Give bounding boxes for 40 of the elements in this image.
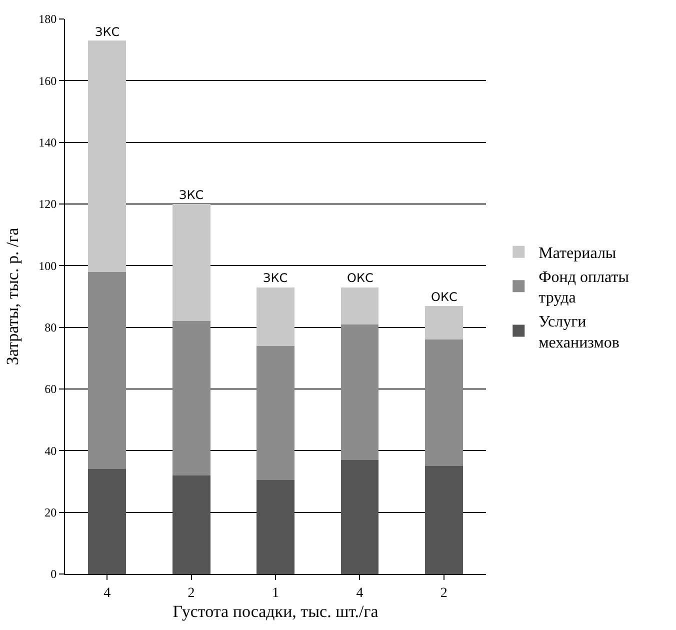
y-tick-label: 180	[38, 12, 57, 26]
bar	[424, 466, 463, 574]
bar	[340, 324, 379, 460]
x-tick-label: 4	[104, 586, 111, 601]
bar	[340, 287, 379, 324]
legend-label: Услуги механизмов	[538, 314, 620, 352]
y-tick-label: 100	[38, 258, 57, 273]
bar	[88, 272, 126, 470]
y-tick-label: 60	[44, 382, 57, 396]
bar	[256, 480, 294, 574]
y-axis-title: Затраты, тыс. р. /га	[3, 227, 22, 366]
annotation: ЗКС	[95, 25, 120, 39]
annotation: ЗКС	[263, 271, 288, 285]
x-tick-label: 1	[272, 586, 279, 601]
legend-label: Фонд оплаты труда	[538, 268, 630, 307]
y-tick-label: 40	[44, 444, 57, 458]
bar	[256, 287, 294, 346]
annotation: ОКС	[431, 290, 458, 304]
bar	[424, 340, 463, 466]
bar	[424, 306, 463, 340]
x-tick-label: 4	[356, 586, 364, 601]
bar	[172, 321, 210, 476]
y-tick-label: 80	[44, 320, 57, 335]
bar	[172, 475, 210, 574]
y-tick-label: 0	[50, 567, 57, 582]
y-tick-label: 140	[38, 136, 57, 150]
bar	[172, 204, 210, 322]
y-tick-label: 120	[38, 197, 57, 212]
bar	[88, 469, 126, 574]
bar	[88, 40, 126, 272]
x-tick-label: 2	[188, 586, 195, 601]
bar	[256, 346, 294, 480]
annotation: ЗКС	[179, 188, 204, 202]
legend-label: Материалы	[538, 245, 616, 262]
annotation: ОКС	[347, 271, 374, 285]
y-tick-label: 160	[38, 74, 57, 88]
x-axis-title: Густота посадки, тыс. шт./га	[172, 602, 379, 622]
bar	[340, 460, 379, 574]
x-tick-label: 2	[440, 586, 448, 601]
y-tick-label: 20	[44, 506, 57, 520]
